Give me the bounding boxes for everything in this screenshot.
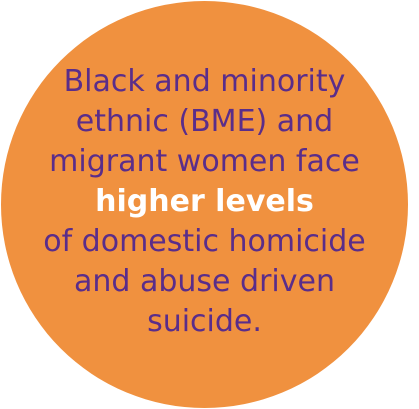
callout-line-7: suicide. — [147, 304, 262, 339]
orange-circle-callout — [1, 1, 408, 408]
callout-line-2: ethnic (BME) and — [75, 104, 334, 139]
callout-line-1: Black and minority — [63, 64, 346, 99]
callout-line-5: of domestic homicide — [43, 224, 366, 259]
callout-highlight-line: higher levels — [95, 184, 314, 219]
callout-line-3: migrant women face — [49, 144, 360, 179]
callout-line-6: and abuse driven — [74, 264, 335, 299]
callout-text: Black and minority ethnic (BME) and migr… — [0, 62, 409, 342]
